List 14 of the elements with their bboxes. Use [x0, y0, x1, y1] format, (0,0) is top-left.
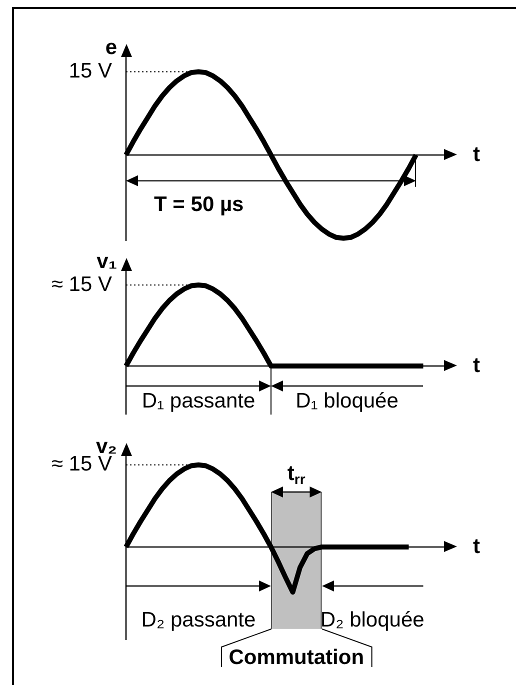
annotation: T = 50 µs: [154, 192, 244, 216]
text: 15 V: [68, 60, 112, 83]
x-axis-title: t: [473, 354, 480, 377]
text: ≈ 15 V: [51, 272, 112, 296]
x-axis-title: t: [473, 142, 480, 166]
y-axis-title: e: [105, 36, 118, 59]
text: D₂ passante: [141, 608, 256, 632]
text: D₁ passante: [142, 390, 256, 413]
text: D₁ bloquée: [296, 390, 398, 413]
text: D₂ bloquée: [320, 608, 424, 632]
y-axis-title: v₁: [96, 250, 118, 273]
text: ≈ 15 V: [51, 452, 112, 476]
x-axis-title: t: [473, 534, 480, 558]
text: Commutation: [228, 646, 364, 670]
